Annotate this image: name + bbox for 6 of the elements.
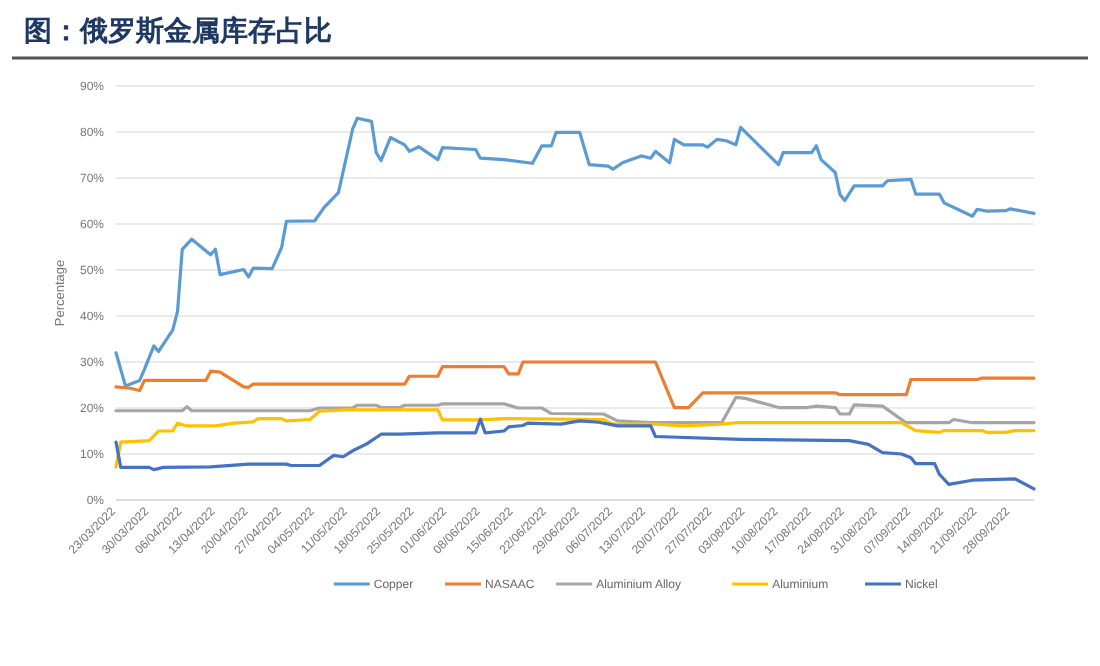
line-series — [114, 408, 1036, 469]
line-series — [114, 116, 1036, 388]
chart-title: 图：俄罗斯金属库存占比 — [24, 14, 332, 46]
line-series — [114, 395, 1036, 425]
line-series — [114, 417, 1036, 491]
line-series — [114, 360, 1036, 410]
